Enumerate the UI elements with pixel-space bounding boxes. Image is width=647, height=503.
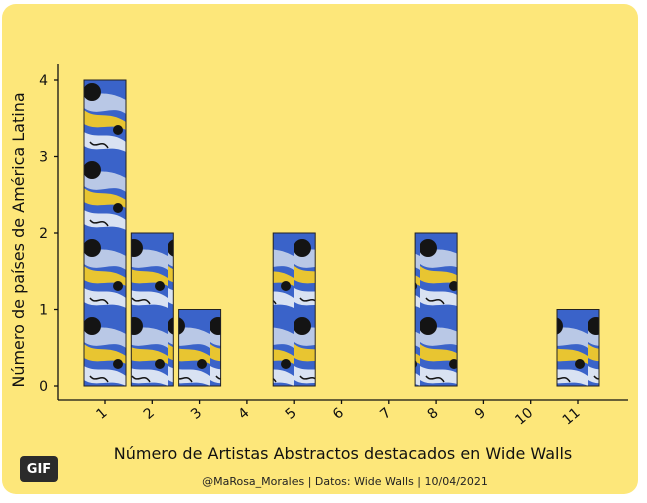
chart-caption: @MaRosa_Morales | Datos: Wide Walls | 10… (202, 475, 488, 488)
x-tick-label-3: 3 (188, 405, 205, 423)
x-tick-label-2: 2 (141, 405, 158, 423)
bar-5 (272, 232, 316, 387)
x-axis-title: Número de Artistas Abstractos destacados… (114, 444, 572, 463)
y-tick-label-1: 1 (39, 303, 48, 319)
bar-8 (414, 232, 458, 387)
axes-layer: 0 1 2 3 4 1 2 3 4 5 6 7 8 9 10 11 (39, 64, 628, 429)
bar-11 (556, 309, 600, 387)
y-tick-label-4: 4 (39, 73, 48, 89)
x-tick-label-1: 1 (93, 405, 110, 423)
y-tick-label-3: 3 (39, 150, 48, 166)
gif-badge[interactable]: GIF (20, 456, 58, 482)
y-axis-title: Número de países de América Latina (9, 92, 28, 387)
y-tick-label-0: 0 (39, 379, 48, 395)
x-tick-label-6: 6 (330, 405, 347, 423)
x-tick-label-9: 9 (472, 405, 489, 423)
x-tick-label-5: 5 (283, 405, 300, 423)
bar-2 (130, 232, 174, 387)
x-tick-label-4: 4 (235, 405, 252, 423)
x-tick-label-7: 7 (377, 405, 394, 423)
x-tick-label-11: 11 (560, 405, 584, 429)
y-tick-label-2: 2 (39, 226, 48, 242)
bars-layer (83, 79, 600, 387)
x-tick-label-8: 8 (425, 405, 442, 423)
x-tick-label-10: 10 (512, 405, 536, 429)
bar-1 (83, 79, 127, 387)
bar-3 (178, 309, 222, 387)
